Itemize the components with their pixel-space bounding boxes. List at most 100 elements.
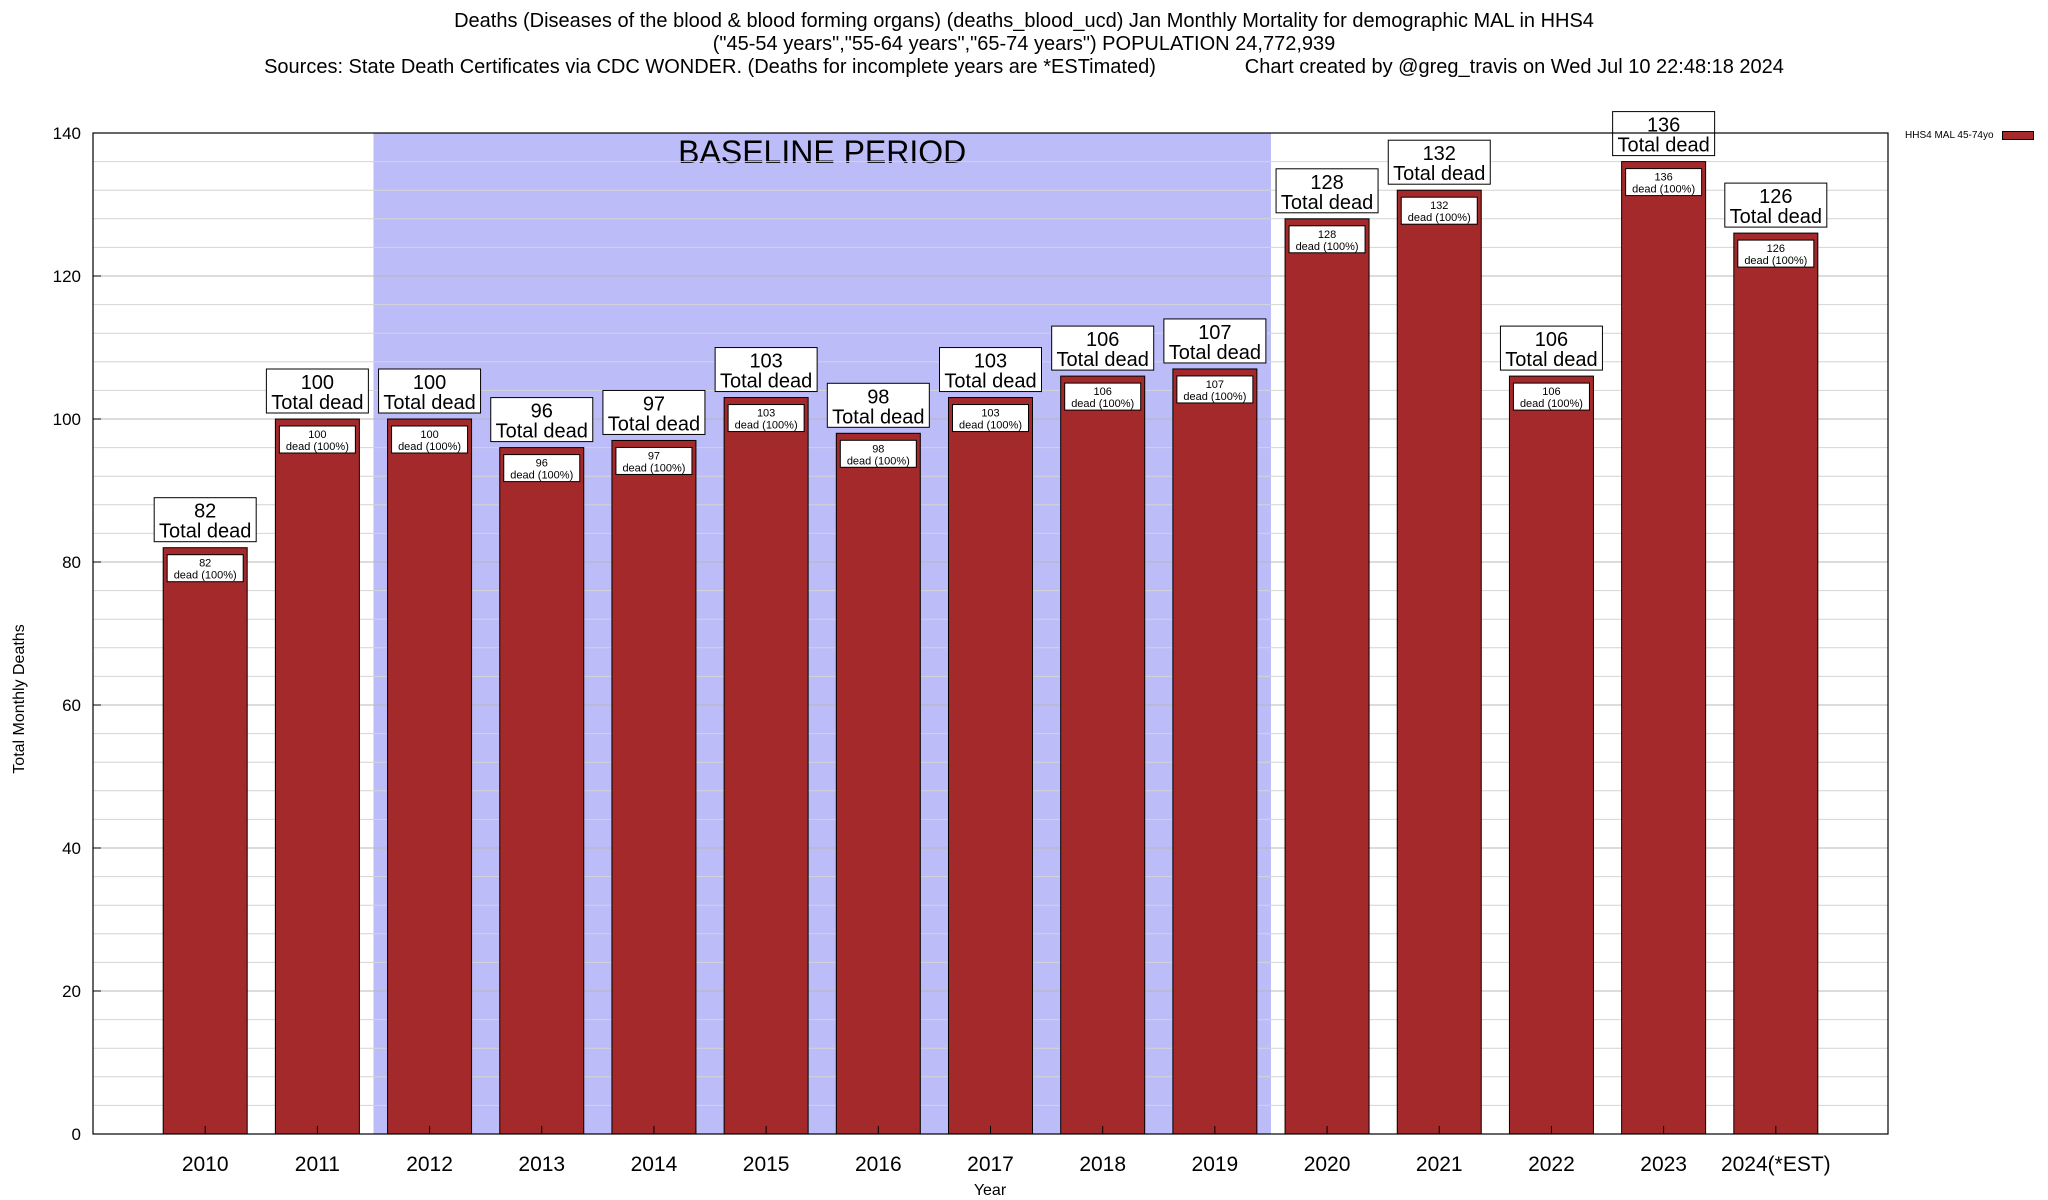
bar-inner-value: 106 <box>1542 386 1560 398</box>
bar-inner-percent: dead (100%) <box>1296 241 1359 253</box>
bar <box>162 547 248 1135</box>
bar-inner-label-box <box>1064 382 1142 411</box>
bar-total-value: 97 <box>643 393 665 415</box>
bar-inner-value: 103 <box>757 408 775 420</box>
bar <box>1621 161 1707 1135</box>
bar-total-value: 126 <box>1759 186 1792 208</box>
bar <box>1060 375 1146 1135</box>
bar-inner-percent: dead (100%) <box>622 462 685 474</box>
bar <box>1396 189 1482 1135</box>
x-tick-label: 2014 <box>631 1153 678 1176</box>
bar-total-label-box <box>265 368 369 414</box>
bar-inner-value: 136 <box>1654 172 1672 184</box>
y-tick-label: 40 <box>62 839 81 858</box>
bar-total-label-box <box>1724 182 1828 228</box>
bar-total-value: 132 <box>1423 143 1456 165</box>
bar-inner-percent: dead (100%) <box>1520 398 1583 410</box>
chart-title: Deaths (Diseases of the blood & blood fo… <box>454 10 1594 32</box>
y-tick-label: 120 <box>53 267 81 286</box>
legend-swatch <box>2001 131 2034 140</box>
bar-total-label-box <box>1275 168 1379 214</box>
bar-total-label: Total dead <box>608 413 700 435</box>
bar-inner-value: 100 <box>420 429 438 441</box>
bar-inner-percent: dead (100%) <box>510 470 573 482</box>
bar-inner-value: 100 <box>308 429 326 441</box>
x-tick-label: 2018 <box>1079 1153 1126 1176</box>
y-tick-label: 80 <box>62 553 81 572</box>
bar-inner-label-box <box>1625 168 1703 197</box>
x-tick-label: 2017 <box>967 1153 1014 1176</box>
bar-total-label: Total dead <box>944 371 1036 393</box>
bar-inner-percent: dead (100%) <box>1744 255 1807 267</box>
bar-total-label: Total dead <box>1730 206 1822 228</box>
bar-total-label-box <box>714 347 818 393</box>
bar-total-label: Total dead <box>832 406 924 428</box>
bar <box>499 447 585 1135</box>
bar-inner-label-box <box>1737 239 1815 268</box>
y-tick-label: 20 <box>62 982 81 1001</box>
bar-inner-value: 106 <box>1094 386 1112 398</box>
bar-inner-value: 103 <box>981 408 999 420</box>
bar-inner-label-box <box>1512 382 1590 411</box>
bar <box>1172 368 1258 1135</box>
baseline-label: BASELINE PERIOD <box>678 134 966 170</box>
bar-inner-percent: dead (100%) <box>398 441 461 453</box>
bar-total-value: 106 <box>1535 329 1568 351</box>
bar-total-value: 98 <box>867 386 889 408</box>
bar <box>274 418 360 1135</box>
bar-total-label: Total dead <box>1281 192 1373 214</box>
bar-total-value: 103 <box>974 351 1007 373</box>
bar-total-label-box <box>153 497 257 543</box>
bar-total-label-box <box>490 397 594 443</box>
bar-inner-value: 128 <box>1318 229 1336 241</box>
bar <box>1733 232 1819 1135</box>
x-tick-label: 2012 <box>406 1153 453 1176</box>
x-tick-label: 2020 <box>1304 1153 1351 1176</box>
bar-total-label-box <box>1499 325 1603 371</box>
y-tick-label: 0 <box>72 1125 81 1144</box>
bar-total-label-box <box>602 389 706 435</box>
bar-total-label-box <box>939 347 1042 393</box>
chart-source-line: Sources: State Death Certificates via CD… <box>264 56 1784 78</box>
bar-inner-value: 98 <box>872 443 884 455</box>
bar-total-label-box <box>1051 325 1155 371</box>
y-tick-label: 100 <box>53 410 81 429</box>
bar-inner-value: 126 <box>1767 243 1785 255</box>
bar-total-value: 103 <box>749 351 782 373</box>
bar-inner-value: 132 <box>1430 200 1448 212</box>
bar-inner-label-box <box>1400 196 1478 225</box>
bar-total-label: Total dead <box>1057 349 1149 371</box>
y-tick-label: 60 <box>62 696 81 715</box>
x-tick-label: 2011 <box>295 1153 340 1176</box>
bar-inner-label-box <box>839 439 917 468</box>
bar-inner-percent: dead (100%) <box>959 420 1022 432</box>
bar-inner-percent: dead (100%) <box>735 420 798 432</box>
bar-inner-value: 96 <box>536 458 548 470</box>
bar-inner-percent: dead (100%) <box>174 570 237 582</box>
x-tick-label: 2013 <box>518 1153 565 1176</box>
bar-inner-label-box <box>727 404 805 433</box>
bar <box>835 432 921 1135</box>
bar-total-label: Total dead <box>383 392 475 414</box>
x-tick-label: 2022 <box>1528 1153 1575 1176</box>
bar-total-value: 100 <box>301 372 334 394</box>
bar-total-value: 100 <box>413 372 446 394</box>
bar-inner-label-box <box>1288 225 1366 254</box>
bar <box>387 418 473 1135</box>
bar-total-label: Total dead <box>271 392 363 414</box>
bar-total-label: Total dead <box>159 521 251 543</box>
bar-total-label-box <box>826 382 930 428</box>
x-tick-label: 2015 <box>743 1153 790 1176</box>
bar-inner-value: 82 <box>199 558 211 570</box>
bar-total-label: Total dead <box>1505 349 1597 371</box>
bar-inner-percent: dead (100%) <box>1632 184 1695 196</box>
y-axis-label: Total Monthly Deaths <box>11 624 28 774</box>
bar <box>723 397 809 1135</box>
plot-frame <box>92 132 1889 1135</box>
bar <box>948 397 1033 1135</box>
bar-total-value: 107 <box>1198 322 1231 344</box>
bar-total-value: 106 <box>1086 329 1119 351</box>
x-tick-label: 2010 <box>182 1153 229 1176</box>
bar-inner-label-box <box>278 425 356 454</box>
